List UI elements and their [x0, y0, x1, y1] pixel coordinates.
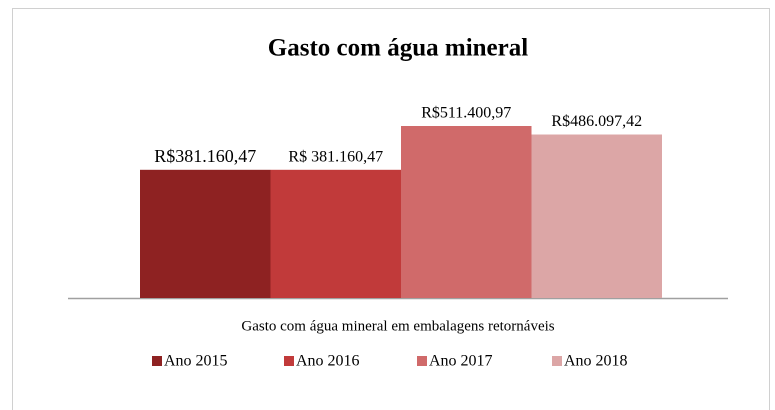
- bar: [270, 169, 401, 298]
- data-label: R$ 381.160,47: [288, 148, 383, 165]
- legend-swatch: [152, 356, 162, 366]
- bar: [531, 134, 662, 298]
- legend-swatch: [552, 356, 562, 366]
- legend-swatch: [284, 356, 294, 366]
- bar: [401, 126, 532, 298]
- legend-label: Ano 2016: [296, 353, 360, 370]
- legend-label: Ano 2017: [429, 353, 493, 370]
- data-label: R$381.160,47: [154, 146, 256, 166]
- x-tick-label: Gasto com água mineral em embalagens ret…: [241, 318, 554, 334]
- data-label: R$486.097,42: [551, 113, 642, 130]
- data-label: R$511.400,97: [421, 105, 511, 122]
- legend-swatch: [417, 356, 427, 366]
- chart-title: Gasto com água mineral: [268, 35, 528, 62]
- legend-label: Ano 2018: [564, 353, 628, 370]
- bar: [140, 169, 271, 298]
- legend-label: Ano 2015: [164, 353, 228, 370]
